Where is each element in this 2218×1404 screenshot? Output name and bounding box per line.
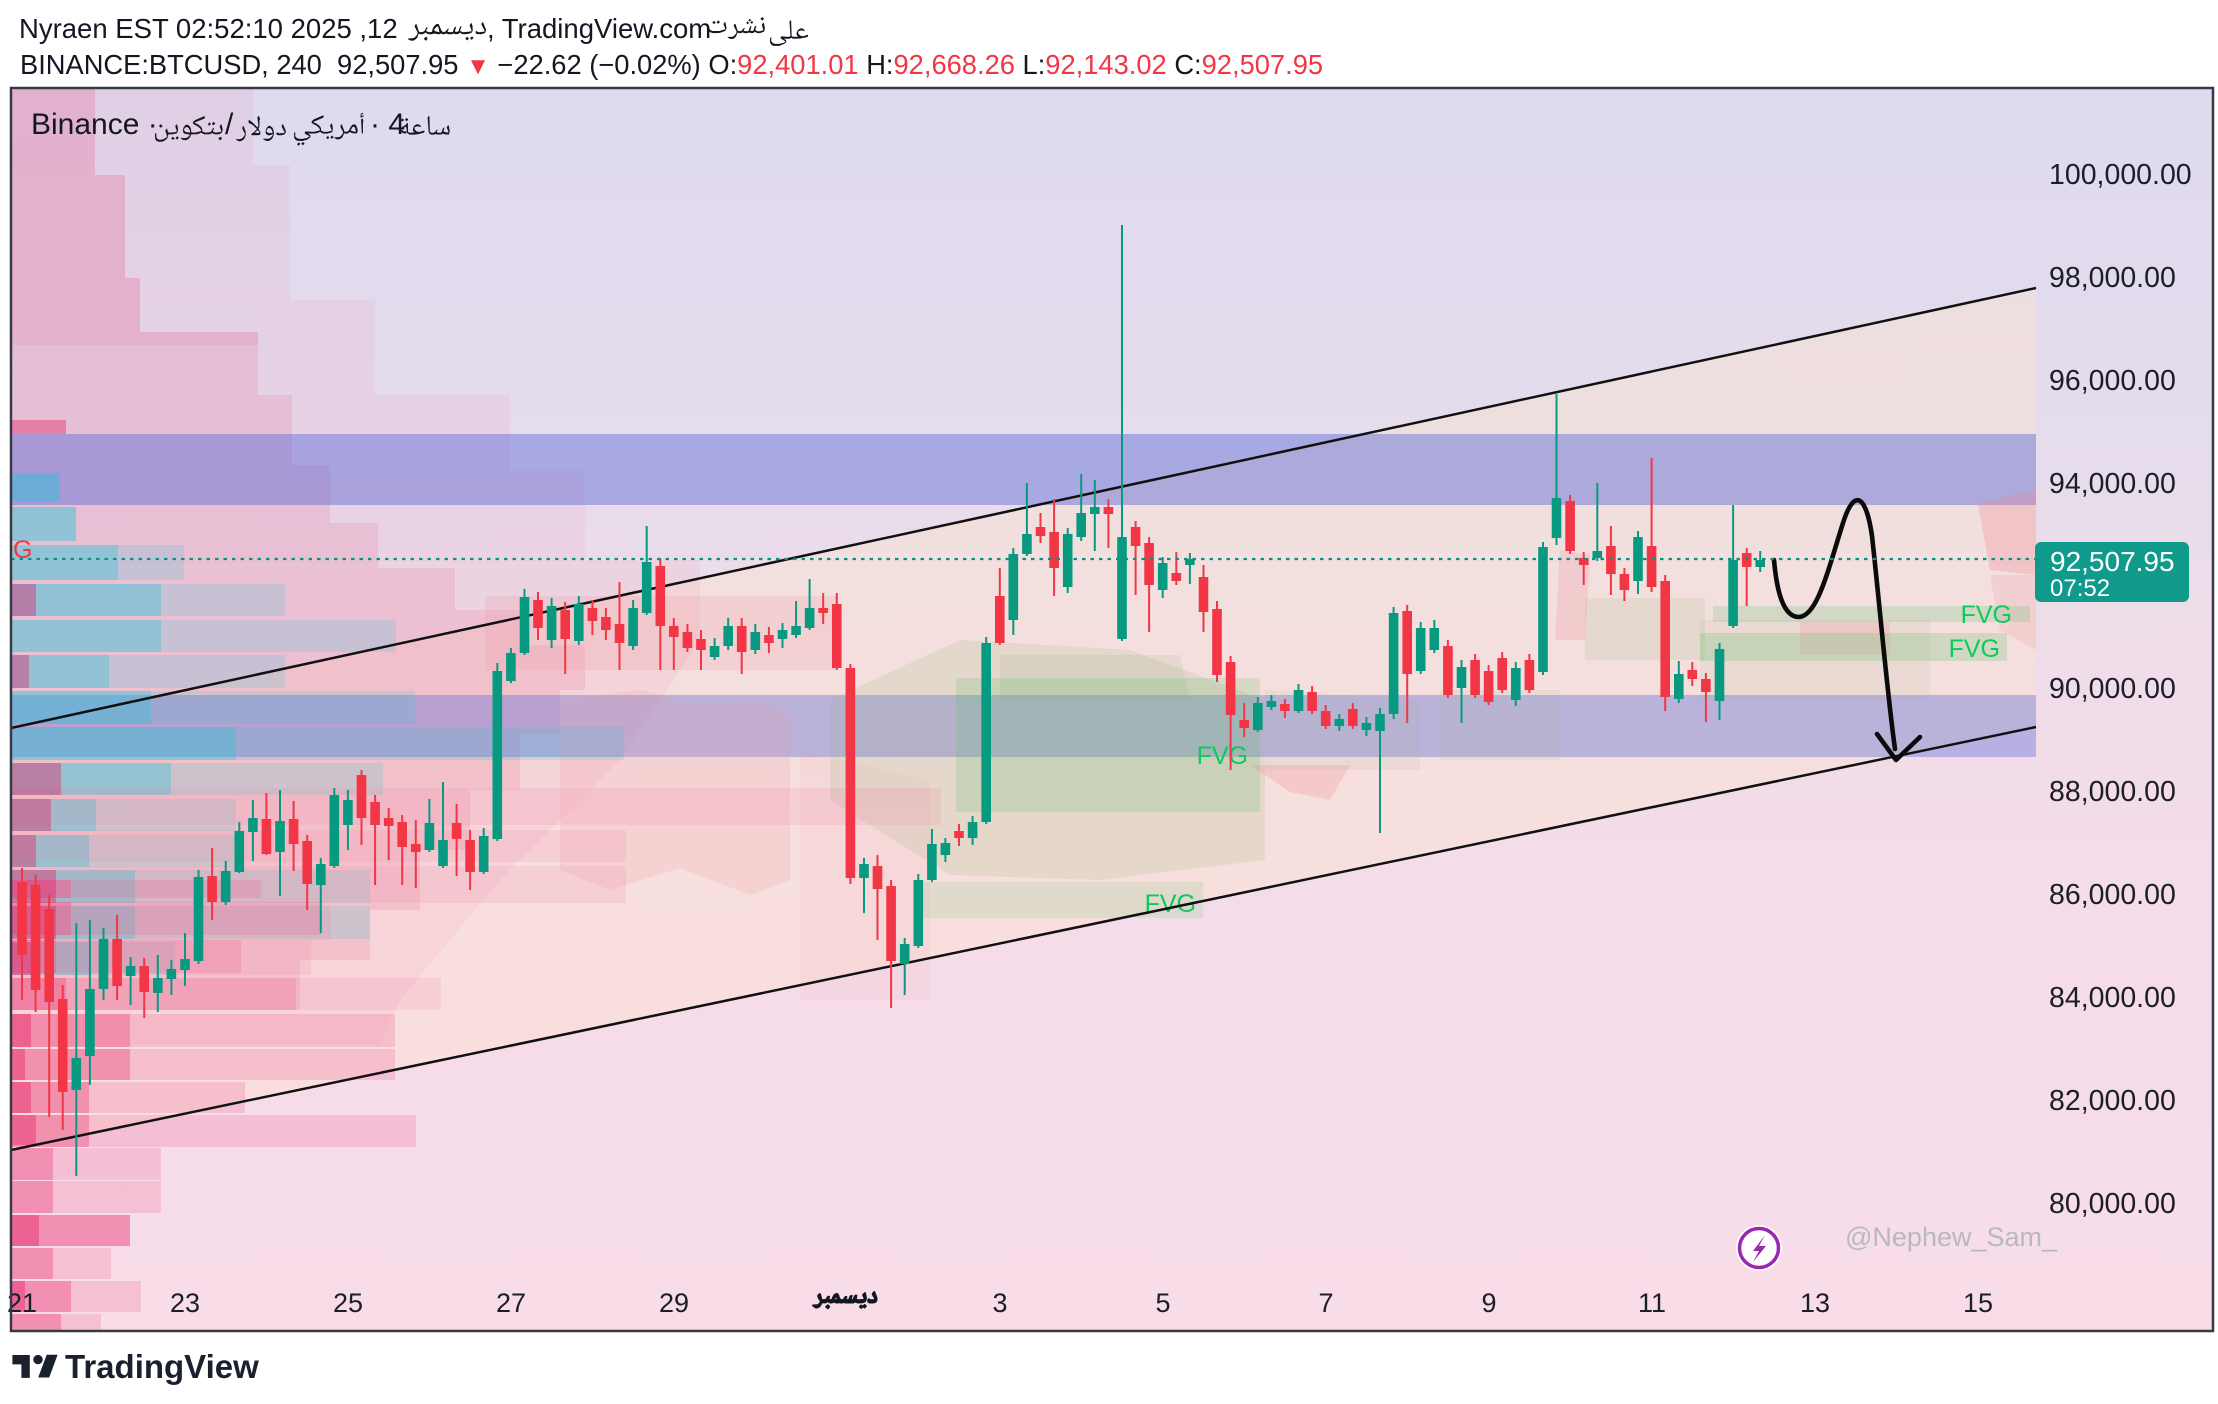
- svg-text:100,000.00: 100,000.00: [2049, 159, 2192, 191]
- svg-text:23: 23: [170, 1288, 200, 1318]
- svg-text:5: 5: [1155, 1288, 1170, 1318]
- svg-text:86,000.00: 86,000.00: [2049, 879, 2176, 911]
- svg-text:92,507.95: 92,507.95: [2050, 546, 2175, 577]
- svg-text:90,000.00: 90,000.00: [2049, 673, 2176, 705]
- svg-text:@Nephew_Sam_: @Nephew_Sam_: [1845, 1222, 2058, 1252]
- svg-text:FVG: FVG: [1197, 742, 1248, 770]
- svg-text:82,000.00: 82,000.00: [2049, 1085, 2176, 1117]
- svg-text:13: 13: [1800, 1288, 1830, 1318]
- svg-text:27: 27: [496, 1288, 526, 1318]
- svg-text:3: 3: [992, 1288, 1007, 1318]
- svg-text:TradingView: TradingView: [65, 1348, 259, 1385]
- svg-text:88,000.00: 88,000.00: [2049, 776, 2176, 808]
- svg-text:7: 7: [1318, 1288, 1333, 1318]
- svg-text:11: 11: [1638, 1288, 1666, 1318]
- svg-text:94,000.00: 94,000.00: [2049, 468, 2176, 500]
- svg-text:FVG: FVG: [1961, 601, 2012, 629]
- svg-text:84,000.00: 84,000.00: [2049, 982, 2176, 1014]
- svg-text:80,000.00: 80,000.00: [2049, 1188, 2176, 1220]
- svg-text:G: G: [13, 536, 32, 564]
- svg-text:25: 25: [333, 1288, 363, 1318]
- svg-text:15: 15: [1963, 1288, 1993, 1318]
- svg-text:29: 29: [659, 1288, 689, 1318]
- svg-text:FVG: FVG: [1949, 635, 2000, 663]
- svg-text:98,000.00: 98,000.00: [2049, 262, 2176, 294]
- svg-text:07:52: 07:52: [2050, 575, 2110, 602]
- svg-text:9: 9: [1481, 1288, 1496, 1318]
- svg-text:96,000.00: 96,000.00: [2049, 365, 2176, 397]
